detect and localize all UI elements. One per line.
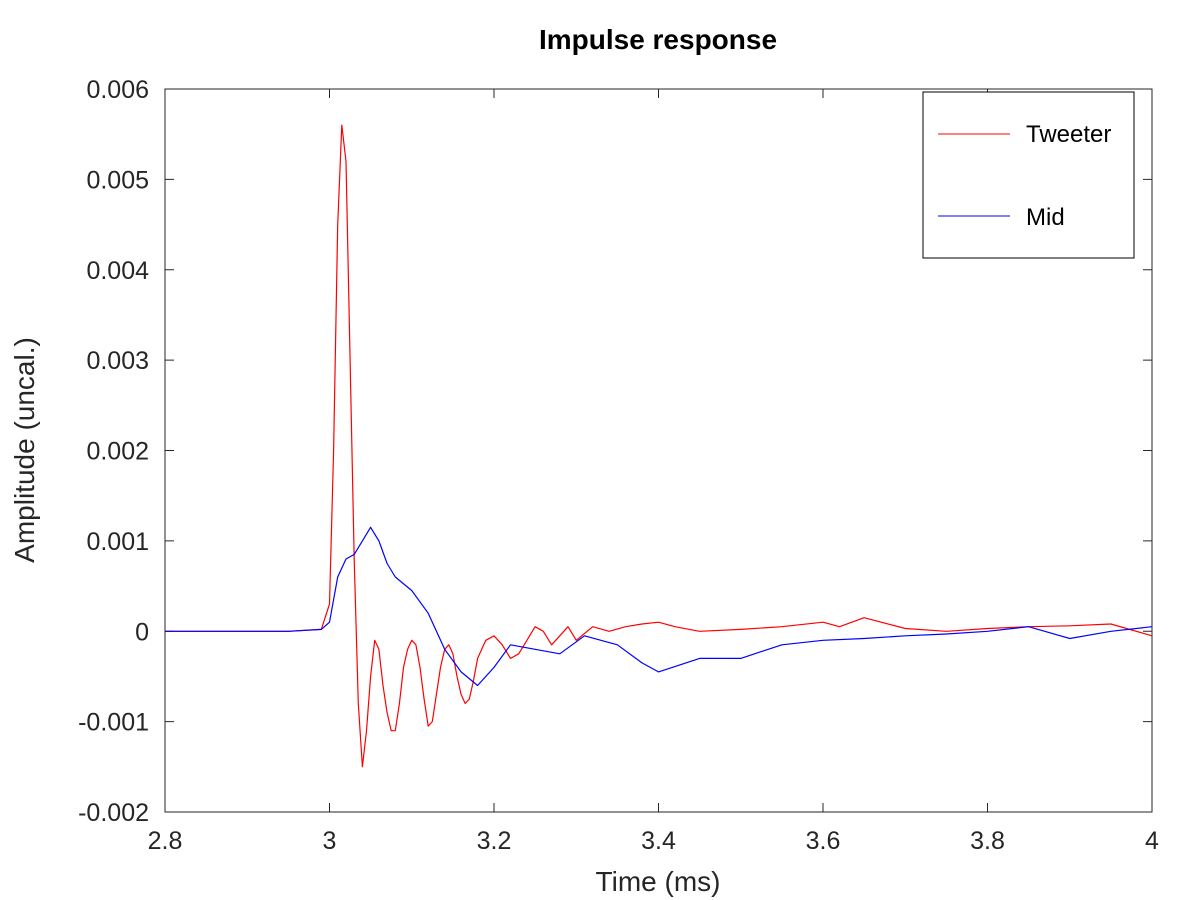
series-line-tweeter bbox=[165, 124, 1153, 768]
x-axis-label: Time (ms) bbox=[596, 866, 721, 897]
chart-title: Impulse response bbox=[539, 24, 777, 55]
series-lines bbox=[165, 124, 1153, 768]
x-tick-label: 3.2 bbox=[477, 827, 512, 855]
x-tick-label: 2.8 bbox=[148, 827, 183, 855]
y-axis-label: Amplitude (uncal.) bbox=[9, 337, 40, 563]
x-tick-label: 3.6 bbox=[806, 827, 841, 855]
y-tick-label: 0 bbox=[135, 618, 149, 646]
legend-label-tweeter: Tweeter bbox=[1026, 121, 1111, 148]
y-tick-label: 0.005 bbox=[86, 166, 149, 194]
x-tick-label: 3.4 bbox=[641, 827, 676, 855]
y-tick-label: -0.002 bbox=[78, 799, 149, 827]
x-tick-label: 3 bbox=[323, 827, 337, 855]
series-line-mid bbox=[165, 526, 1153, 687]
legend-box bbox=[922, 91, 1135, 259]
y-tick-label: 0.001 bbox=[86, 528, 149, 556]
y-tick-label: 0.004 bbox=[86, 257, 149, 285]
y-tick-label: 0.003 bbox=[86, 347, 149, 375]
x-tick-label: 4 bbox=[1145, 827, 1159, 855]
x-axis-ticks: 2.8 3 3.2 3.4 3.6 3.8 4 bbox=[148, 89, 1159, 855]
y-tick-label: 0.006 bbox=[86, 76, 149, 104]
y-axis-ticks: -0.002 -0.001 0 0.001 0.002 0.003 0.004 0.005 0.… bbox=[78, 76, 1152, 827]
y-tick-label: 0.002 bbox=[86, 438, 149, 466]
legend: Tweeter Mid bbox=[922, 91, 1135, 259]
y-tick-label: -0.001 bbox=[78, 709, 149, 737]
x-tick-label: 3.8 bbox=[970, 827, 1005, 855]
legend-label-mid: Mid bbox=[1026, 204, 1065, 231]
